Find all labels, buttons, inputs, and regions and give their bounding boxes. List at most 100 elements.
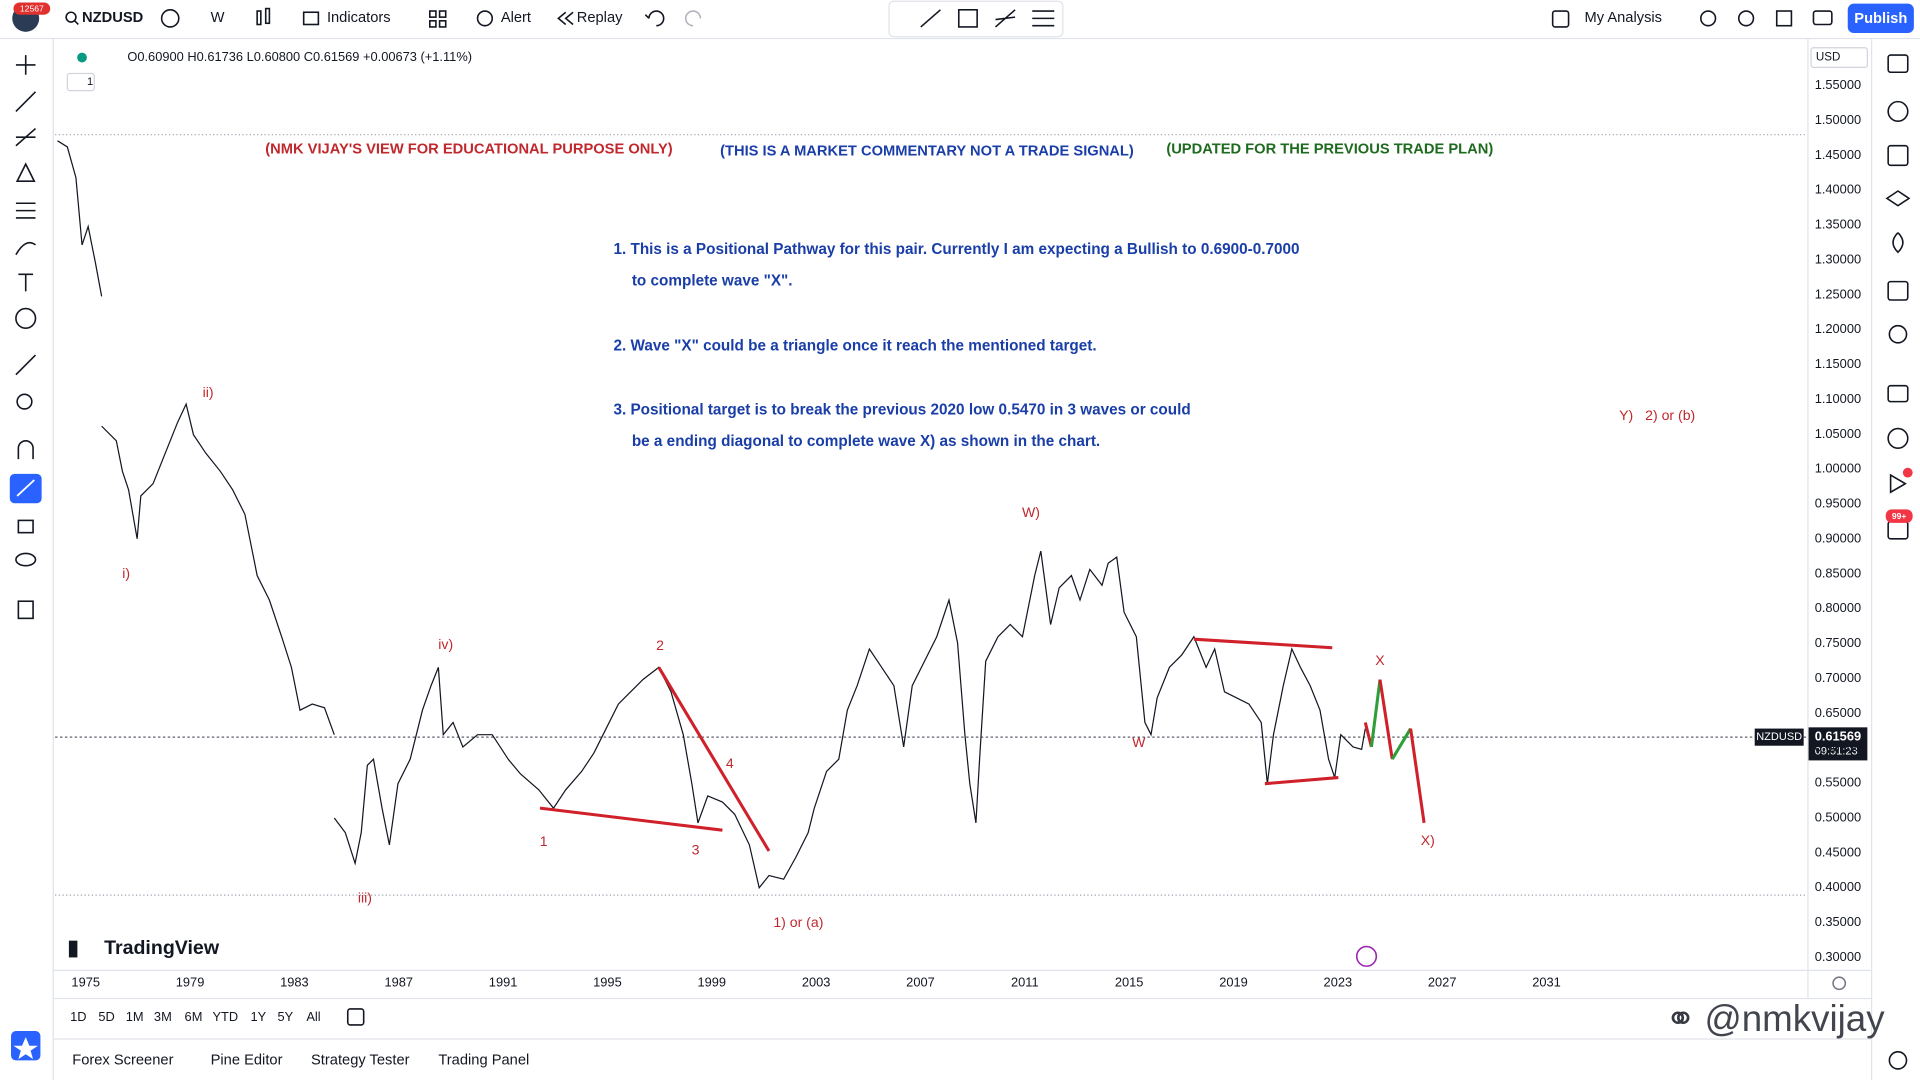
right-sidebar: 99+ [1885,54,1913,1070]
price-tick-label: 1.30000 [1815,251,1861,266]
range-button[interactable]: 6M [185,1009,203,1024]
logo-text: TradingView [104,937,220,959]
badge: 12567 [20,3,44,13]
time-tick-label: 2011 [1011,975,1039,990]
wave-label: ii) [203,384,214,400]
layout-toggle[interactable] [1551,10,1570,28]
note-line: 1. This is a Positional Pathway for this… [613,241,1299,258]
trend-lines [539,637,1339,852]
wave-label: W) [1022,504,1040,520]
symbol-tag: NZDUSD [1756,731,1802,743]
price-tick-label: 0.50000 [1815,809,1861,824]
time-tick-label: 2031 [1532,975,1561,990]
price-tick-label: 1.00000 [1815,461,1861,476]
price-tick-label: 1.35000 [1815,217,1861,232]
price-tick-label: 0.45000 [1815,844,1861,859]
indicators[interactable]: Indicators [327,10,391,26]
time-tick-label: 2027 [1428,975,1457,990]
range-button[interactable]: 5Y [277,1009,293,1024]
currency[interactable]: USD [1816,51,1841,64]
time-tick-label: 2023 [1324,975,1353,990]
range-button[interactable]: 1Y [251,1009,267,1024]
time-tick-label: 2003 [802,975,831,990]
alert[interactable]: Alert [501,10,531,26]
price-tick-label: 0.30000 [1815,949,1861,964]
legend-count[interactable]: 1 [87,76,93,88]
range-button[interactable]: 1M [126,1009,144,1024]
bottom-tab[interactable]: Strategy Tester [311,1052,410,1068]
top-toolbar: 12567 NZDUSD W Indicators Alert Replay M… [0,0,1920,40]
logo: ▮ [67,936,78,959]
note-line: 2. Wave "X" could be a triangle once it … [613,338,1096,355]
price-tick-label: 0.80000 [1815,600,1861,615]
price-axis: USD NZDUSD 0.61569 09:51:23 1.55000 1.500… [1754,39,1873,1080]
price-tick-label: 1.15000 [1815,356,1861,371]
bottom-tab[interactable]: Pine Editor [211,1052,283,1068]
note-line: 3. Positional target is to break the pre… [613,401,1190,418]
add-symbol[interactable] [160,9,180,28]
time-tick-label: 2015 [1115,975,1144,990]
range-bar: 1D 5D 1M 3M 6M YTD 1Y 5Y All [53,1008,1872,1040]
header-note: (NMK VIJAY'S VIEW FOR EDUCATIONAL PURPOS… [265,141,673,157]
time-tick-label: 1979 [176,975,205,990]
wave-label: 1) or (a) [773,914,823,930]
publish-button[interactable] [1847,3,1914,34]
time-tick-label: 1987 [384,975,413,990]
price-tick-label: 0.95000 [1815,496,1861,511]
ohlc-legend: O0.60900 H0.61736 L0.60800 C0.61569 +0.0… [127,49,472,64]
price-tick-label: 0.35000 [1815,914,1861,929]
price-tick-label: 1.40000 [1815,182,1861,197]
redo[interactable] [684,10,702,27]
wave-label: X) [1421,832,1435,848]
trend-line-tool[interactable] [15,91,37,112]
bottom-tabs: Forex Screener Pine Editor Strategy Tester… [72,1052,529,1068]
time-tick-label: 1999 [697,975,726,990]
cursor-tool[interactable] [15,55,36,75]
last-price: 0.61569 [1815,729,1861,744]
price-tick-label: 1.05000 [1815,426,1861,441]
time-tick-label: 2019 [1219,975,1248,990]
chart-type[interactable] [256,10,262,26]
watermark: ⚭ [1665,998,1696,1039]
time-tick-label: 1991 [489,975,518,990]
undo[interactable] [644,10,665,27]
range-button[interactable]: 3M [154,1009,172,1024]
price-tick-label: 0.75000 [1815,635,1861,650]
wave-label: iii) [358,889,372,905]
layout-name[interactable]: My Analysis [1584,10,1662,26]
time-tick-label: 2007 [906,975,935,990]
price-tick-label: 0.90000 [1815,530,1861,545]
price-tick-label: 0.55000 [1815,775,1861,790]
watermark-text: @nmkvijay [1704,998,1885,1039]
wave-label: X [1375,652,1385,668]
bottom-tab[interactable]: Forex Screener [72,1052,173,1068]
price-tick-label: 1.50000 [1815,112,1861,127]
replay[interactable]: Replay [577,10,623,26]
range-button[interactable]: 5D [98,1009,114,1024]
range-button[interactable]: All [306,1009,320,1024]
range-button[interactable]: 1D [70,1009,86,1024]
wave-label: 4 [726,755,734,771]
price-tick-label: 0.70000 [1815,670,1861,685]
time-tick-label: 1983 [280,975,309,990]
wave-label: 2) or (b) [1645,407,1695,423]
wave-label: 2 [656,637,664,653]
templates[interactable] [429,10,437,18]
interval[interactable]: W [211,10,225,26]
range-button[interactable]: YTD [212,1009,238,1024]
time-tick-label: 1975 [71,975,100,990]
symbol[interactable]: NZDUSD [82,10,143,26]
price-tick-label: 1.10000 [1815,391,1861,406]
header-note: (UPDATED FOR THE PREVIOUS TRADE PLAN) [1166,141,1493,157]
bottom-tab[interactable]: Trading Panel [438,1052,529,1068]
note-line: to complete wave "X". [632,273,793,290]
time-axis: 1975 1979 1983 1987 1991 1995 1999 2003 2007 2011… [53,969,1872,1000]
wave-label: 3 [692,842,700,858]
time-tick-label: 1995 [593,975,622,990]
price-series [57,140,1366,890]
wave-label: i) [122,565,130,581]
svg-text:99+: 99+ [1892,511,1907,521]
left-toolbar [9,39,54,1080]
countdown: 09:51:23 [1815,746,1858,758]
